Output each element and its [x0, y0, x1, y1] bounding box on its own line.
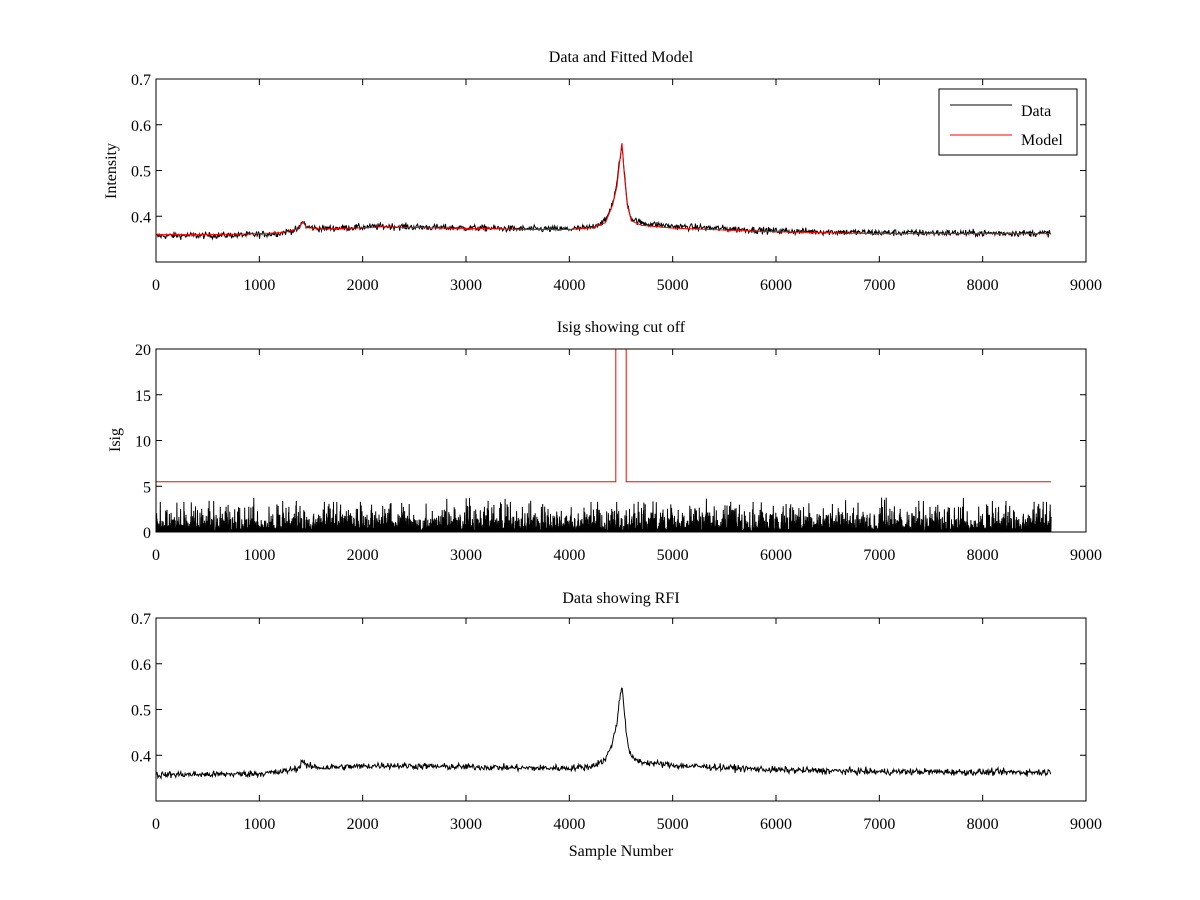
- panel-2-title: Isig showing cut off: [557, 319, 686, 336]
- y-tick-label: 0.6: [131, 118, 151, 135]
- panel-1-ylabel: Intensity: [103, 143, 120, 199]
- x-tick-label: 0: [152, 816, 160, 833]
- x-tick-label: 6000: [760, 277, 792, 294]
- series-2-line: [156, 349, 1051, 483]
- plot-area: [156, 618, 1086, 801]
- x-tick-label: 5000: [657, 277, 689, 294]
- y-tick-label: 0.5: [131, 164, 151, 181]
- x-tick-label: 2000: [347, 816, 379, 833]
- plot-area: [156, 349, 1086, 532]
- x-tick-label: 1000: [243, 547, 275, 564]
- y-tick-label: 0.7: [131, 72, 151, 89]
- panel-2-plot: 0 1000 2000 3000 4000 5000 6000 7000 8000 9000 0 5 1…: [135, 342, 1102, 564]
- x-tick-label: 3000: [450, 547, 482, 564]
- panel-1-plot: 0 1000 2000 3000 4000 5000 6000 7000 8000 9000 0.4…: [131, 72, 1102, 294]
- x-tick-label: 5000: [657, 547, 689, 564]
- y-tick-label: 20: [135, 342, 151, 359]
- panel-1-title: Data and Fitted Model: [549, 49, 694, 66]
- y-tick-label: 0.4: [131, 748, 151, 765]
- plot-area: [156, 79, 1086, 262]
- y-tick-label: 0: [143, 525, 151, 542]
- series-model-line: [156, 142, 1051, 236]
- x-tick-label: 6000: [760, 547, 792, 564]
- panel-3-title: Data showing RFI: [562, 590, 679, 607]
- x-tick-label: 3000: [450, 816, 482, 833]
- legend-model-label: Model: [1021, 132, 1063, 149]
- x-tick-label: 0: [152, 547, 160, 564]
- x-tick-label: 1000: [243, 816, 275, 833]
- y-tick-label: 5: [143, 479, 151, 496]
- x-tick-label: 8000: [967, 277, 999, 294]
- y-tick-label: 15: [135, 388, 151, 405]
- series-data-line: [156, 144, 1052, 241]
- x-tick-label: 1000: [243, 277, 275, 294]
- x-tick-label: 7000: [863, 816, 895, 833]
- x-tick-label: 3000: [450, 277, 482, 294]
- panel-2-ylabel: Isig: [107, 428, 124, 452]
- legend-box: [938, 88, 1078, 156]
- x-tick-label: 6000: [760, 816, 792, 833]
- x-tick-label: 9000: [1070, 277, 1102, 294]
- x-tick-label: 9000: [1070, 816, 1102, 833]
- legend-data-label: Data: [1021, 103, 1051, 120]
- y-tick-label: 0.6: [131, 657, 151, 674]
- series-group: [156, 687, 1052, 780]
- x-tick-label: 8000: [967, 547, 999, 564]
- panel-1-data-and-model: Data and Fitted Model Intensity 0 1000 200…: [103, 49, 1102, 294]
- y-tick-label: 0.7: [131, 611, 151, 628]
- y-tick-label: 0.4: [131, 209, 151, 226]
- x-tick-label: 7000: [863, 547, 895, 564]
- x-tick-label: 7000: [863, 277, 895, 294]
- x-tick-label: 4000: [553, 816, 585, 833]
- x-tick-label: 8000: [967, 816, 999, 833]
- series-1-line: [156, 497, 1052, 532]
- y-tick-label: 10: [135, 434, 151, 451]
- y-tick-label: 0.5: [131, 703, 151, 720]
- x-tick-label: 2000: [347, 547, 379, 564]
- panel-3-plot: 0 1000 2000 3000 4000 5000 6000 7000 8000 9000 0.4…: [131, 611, 1102, 833]
- x-tick-label: 9000: [1070, 547, 1102, 564]
- x-tick-label: 5000: [657, 816, 689, 833]
- panel-3-data-rfi: Data showing RFI Sample Number 0 1000 2000…: [131, 590, 1102, 860]
- series-1-line: [156, 687, 1052, 780]
- x-tick-label: 2000: [347, 277, 379, 294]
- x-tick-label: 4000: [553, 277, 585, 294]
- series-group: [156, 349, 1052, 532]
- x-tick-label: 4000: [553, 547, 585, 564]
- panel-2-isig: Isig showing cut off Isig 0 1000 2000 3000 4…: [107, 319, 1102, 564]
- series-group: [156, 142, 1052, 241]
- panel-3-xlabel: Sample Number: [569, 843, 674, 860]
- x-tick-label: 0: [152, 277, 160, 294]
- legend: Data Model: [938, 88, 1078, 156]
